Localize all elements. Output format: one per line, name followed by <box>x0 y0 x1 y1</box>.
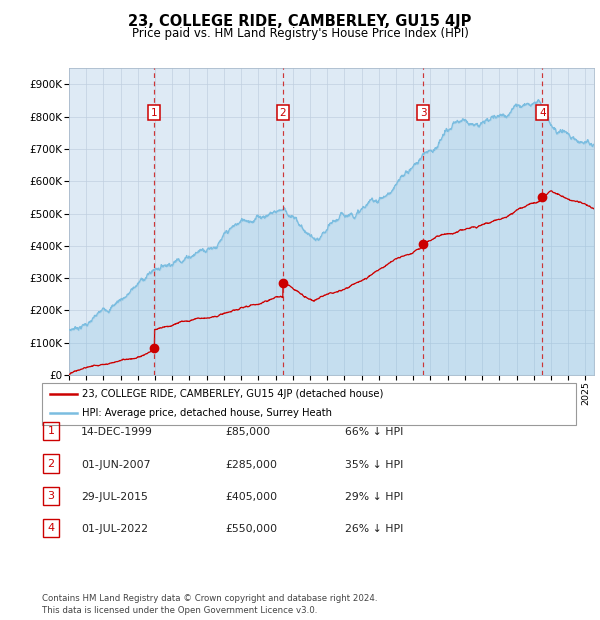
Text: 4: 4 <box>47 523 55 533</box>
Text: Contains HM Land Registry data © Crown copyright and database right 2024.
This d: Contains HM Land Registry data © Crown c… <box>42 593 377 615</box>
Text: 1: 1 <box>151 108 158 118</box>
Text: HPI: Average price, detached house, Surrey Heath: HPI: Average price, detached house, Surr… <box>82 409 332 419</box>
Text: 01-JUN-2007: 01-JUN-2007 <box>81 459 151 469</box>
Text: 3: 3 <box>47 491 55 501</box>
Text: 23, COLLEGE RIDE, CAMBERLEY, GU15 4JP: 23, COLLEGE RIDE, CAMBERLEY, GU15 4JP <box>128 14 472 29</box>
Text: £550,000: £550,000 <box>225 524 277 534</box>
Text: 29% ↓ HPI: 29% ↓ HPI <box>345 492 403 502</box>
Text: 26% ↓ HPI: 26% ↓ HPI <box>345 524 403 534</box>
Text: 29-JUL-2015: 29-JUL-2015 <box>81 492 148 502</box>
Text: £285,000: £285,000 <box>225 459 277 469</box>
Text: Price paid vs. HM Land Registry's House Price Index (HPI): Price paid vs. HM Land Registry's House … <box>131 27 469 40</box>
Text: 2: 2 <box>280 108 286 118</box>
Text: 23, COLLEGE RIDE, CAMBERLEY, GU15 4JP (detached house): 23, COLLEGE RIDE, CAMBERLEY, GU15 4JP (d… <box>82 389 383 399</box>
Text: 35% ↓ HPI: 35% ↓ HPI <box>345 459 403 469</box>
Text: 1: 1 <box>47 427 55 436</box>
Text: 2: 2 <box>47 459 55 469</box>
Text: 66% ↓ HPI: 66% ↓ HPI <box>345 427 403 437</box>
Text: 14-DEC-1999: 14-DEC-1999 <box>81 427 153 437</box>
Text: £405,000: £405,000 <box>225 492 277 502</box>
Text: 01-JUL-2022: 01-JUL-2022 <box>81 524 148 534</box>
Text: 3: 3 <box>420 108 427 118</box>
Text: £85,000: £85,000 <box>225 427 270 437</box>
Text: 4: 4 <box>539 108 545 118</box>
